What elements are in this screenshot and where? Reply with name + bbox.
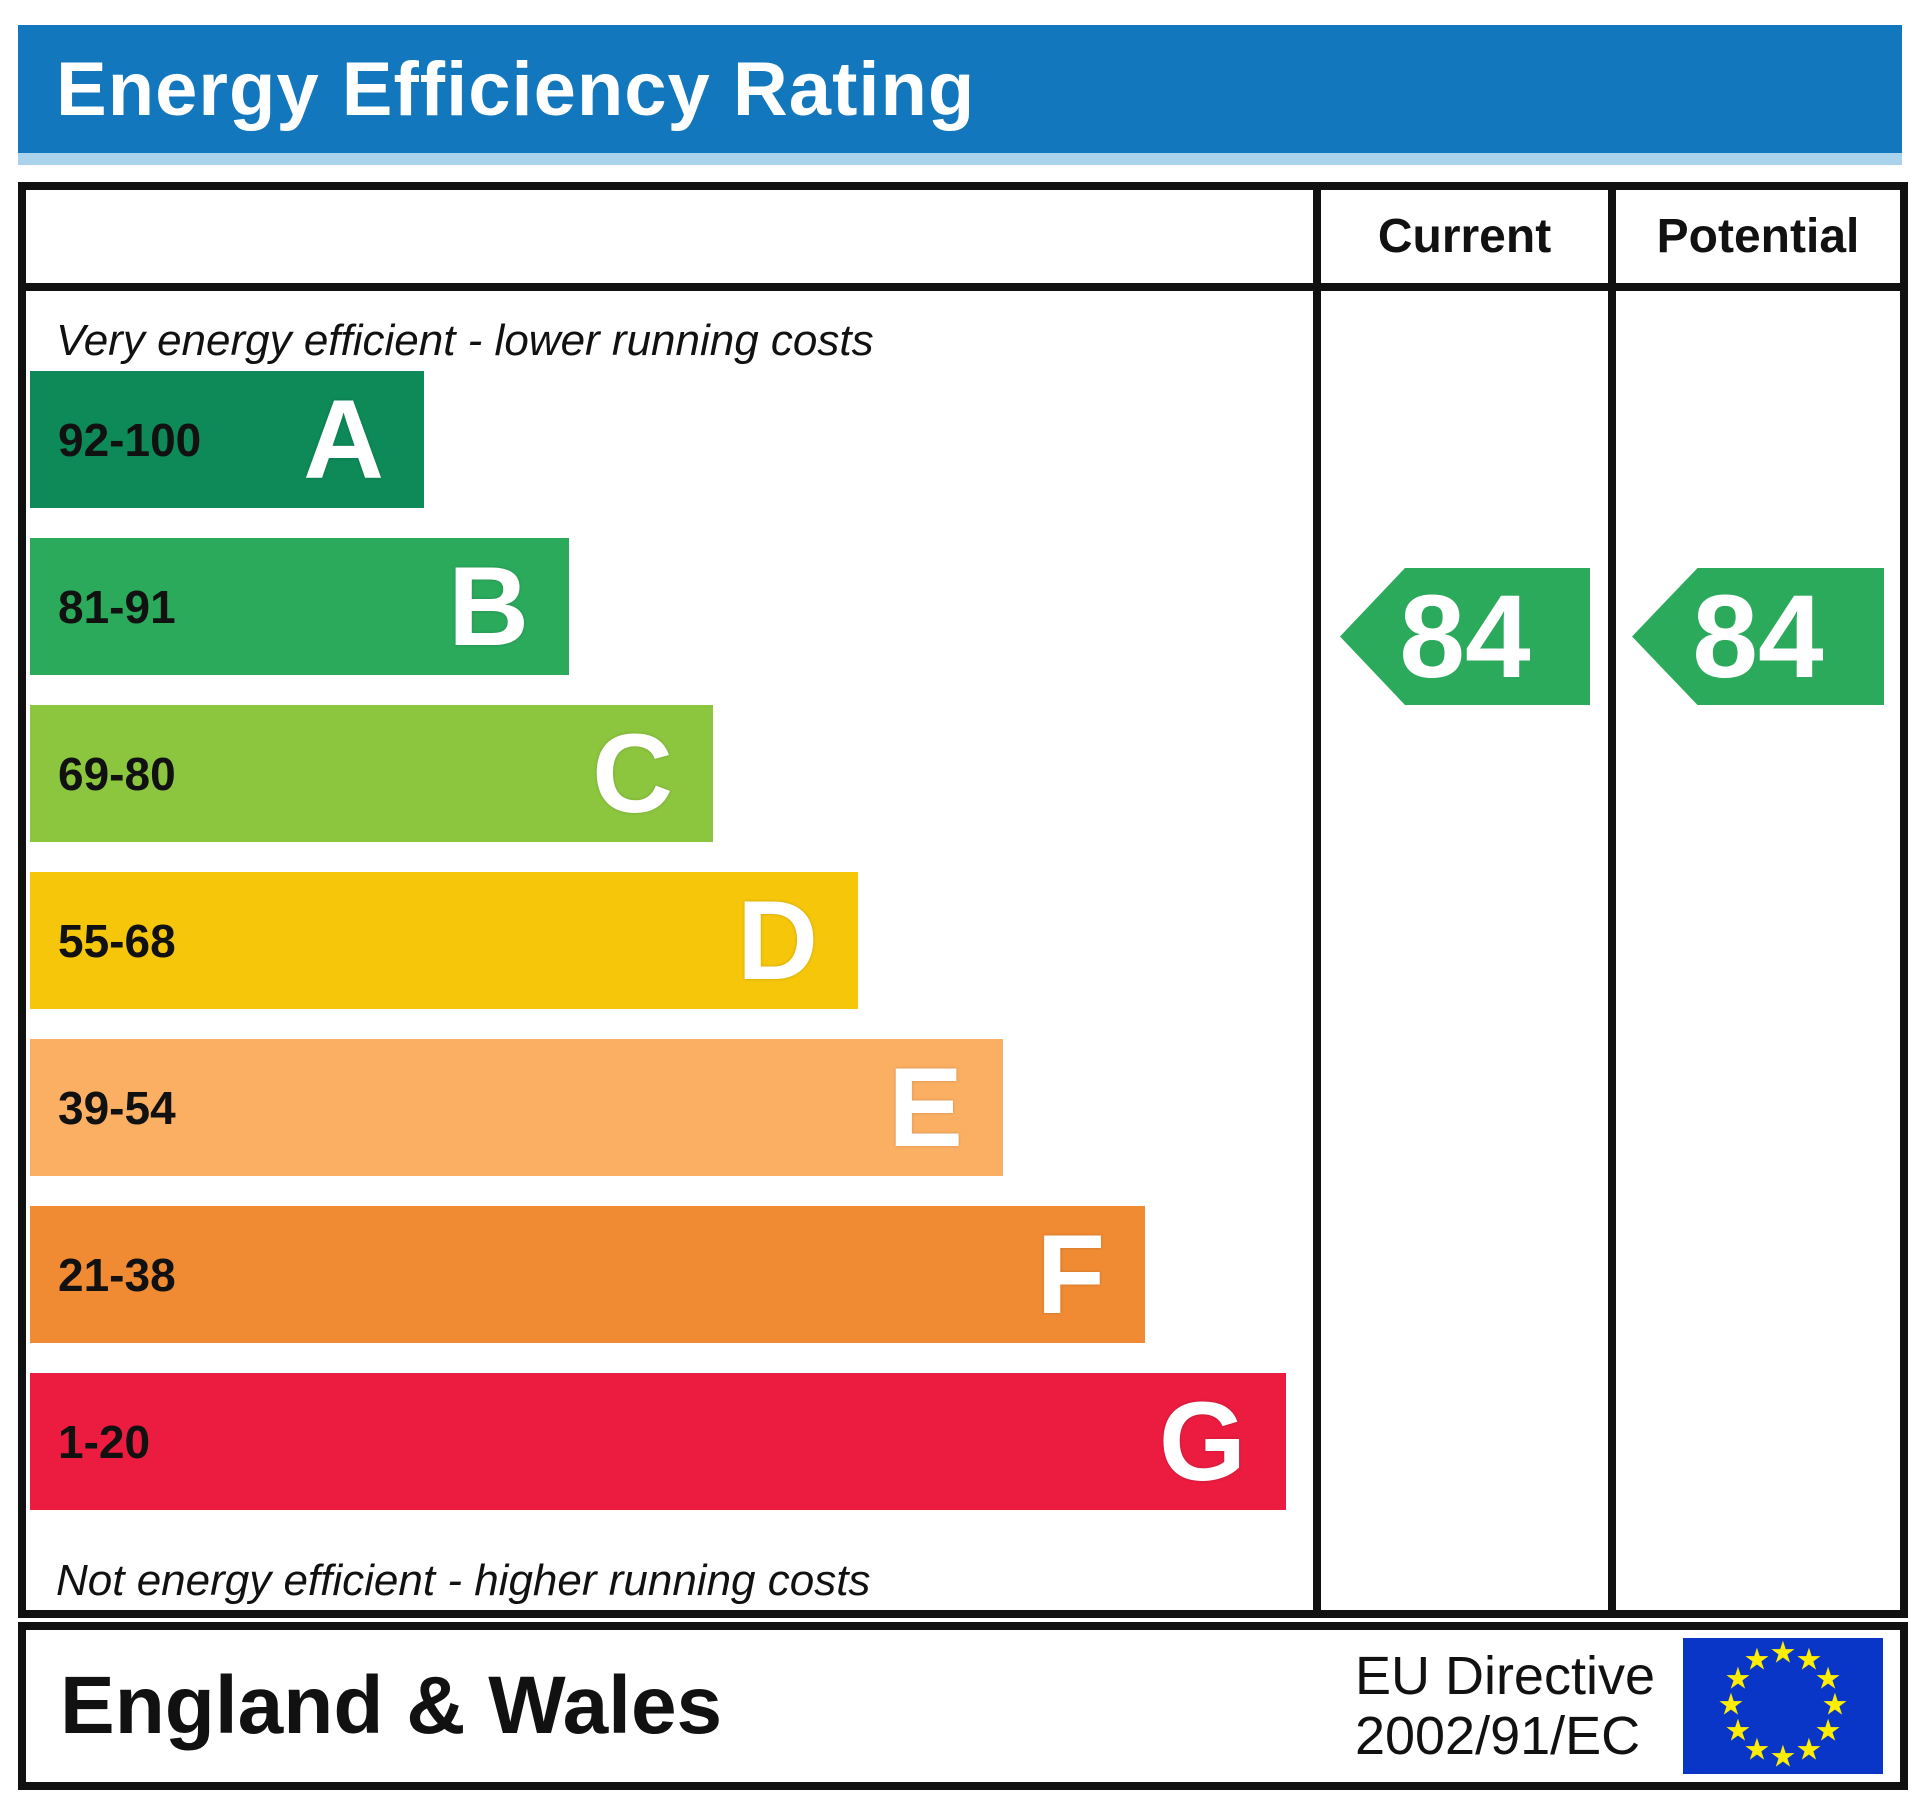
- footer-bar: England & Wales EU Directive 2002/91/EC …: [18, 1622, 1908, 1790]
- eu-flag-star: ★: [1743, 1643, 1771, 1677]
- note-not-efficient: Not energy efficient - higher running co…: [56, 1556, 871, 1605]
- band-c-range: 69-80: [58, 747, 176, 800]
- band-b-range: 81-91: [58, 580, 176, 633]
- eu-directive-text: EU Directive 2002/91/EC: [1355, 1646, 1655, 1767]
- table-header-row: [26, 190, 1900, 291]
- eu-flag-star: ★: [1769, 1740, 1797, 1774]
- potential-rating-arrow: 84: [1632, 568, 1884, 705]
- eu-flag-star: ★: [1814, 1662, 1842, 1696]
- band-f-range: 21-38: [58, 1248, 176, 1301]
- band-c-letter: C: [592, 710, 673, 836]
- eu-flag-star: ★: [1795, 1643, 1823, 1677]
- band-e-range: 39-54: [58, 1081, 176, 1134]
- title-bar: Energy Efficiency Rating: [18, 25, 1902, 165]
- band-d-letter: D: [737, 877, 818, 1003]
- page-title: Energy Efficiency Rating: [56, 46, 976, 132]
- band-g-range: 1-20: [58, 1415, 151, 1468]
- rating-table: Current Potential Very energy efficient …: [18, 182, 1908, 1618]
- eu-flag-star: ★: [1769, 1636, 1797, 1670]
- band-a-range: 92-100: [58, 413, 202, 466]
- band-g-letter: G: [1158, 1378, 1246, 1504]
- column-divider-current: [1313, 190, 1321, 1610]
- eu-directive-line2: 2002/91/EC: [1354, 1706, 1641, 1766]
- band-d-range: 55-68: [58, 914, 176, 967]
- potential-rating-value: 84: [1692, 570, 1824, 703]
- current-column-header: Current: [1377, 210, 1552, 263]
- potential-column-header: Potential: [1656, 210, 1860, 263]
- current-rating-value: 84: [1399, 570, 1531, 703]
- band-f: 21-38 F: [30, 1206, 1145, 1343]
- band-c: 69-80 C: [30, 705, 713, 842]
- eu-flag-star: ★: [1795, 1733, 1823, 1767]
- eu-flag-star: ★: [1724, 1714, 1752, 1748]
- eu-flag-star: ★: [1717, 1688, 1745, 1722]
- band-b-letter: B: [448, 543, 529, 669]
- region-label: England & Wales: [60, 1660, 723, 1751]
- band-g: 1-20 G: [30, 1373, 1286, 1510]
- band-d: 55-68 D: [30, 872, 858, 1009]
- band-f-letter: F: [1036, 1211, 1105, 1337]
- band-b: 81-91 B: [30, 538, 569, 675]
- band-e: 39-54 E: [30, 1039, 1003, 1176]
- note-very-efficient: Very energy efficient - lower running co…: [56, 316, 874, 365]
- band-a-letter: A: [303, 376, 384, 502]
- current-rating-arrow: 84: [1340, 568, 1590, 705]
- column-divider-potential: [1608, 190, 1616, 1610]
- band-e-letter: E: [888, 1044, 963, 1170]
- eu-flag-star: ★: [1821, 1688, 1849, 1722]
- band-a: 92-100 A: [30, 371, 424, 508]
- eu-flag-icon: ★ ★ ★ ★ ★ ★ ★ ★ ★ ★ ★ ★: [1683, 1638, 1883, 1774]
- eu-flag-star: ★: [1743, 1733, 1771, 1767]
- eu-flag-star: ★: [1724, 1662, 1752, 1696]
- eu-flag-star: ★: [1814, 1714, 1842, 1748]
- eu-directive-line1: EU Directive: [1354, 1645, 1655, 1706]
